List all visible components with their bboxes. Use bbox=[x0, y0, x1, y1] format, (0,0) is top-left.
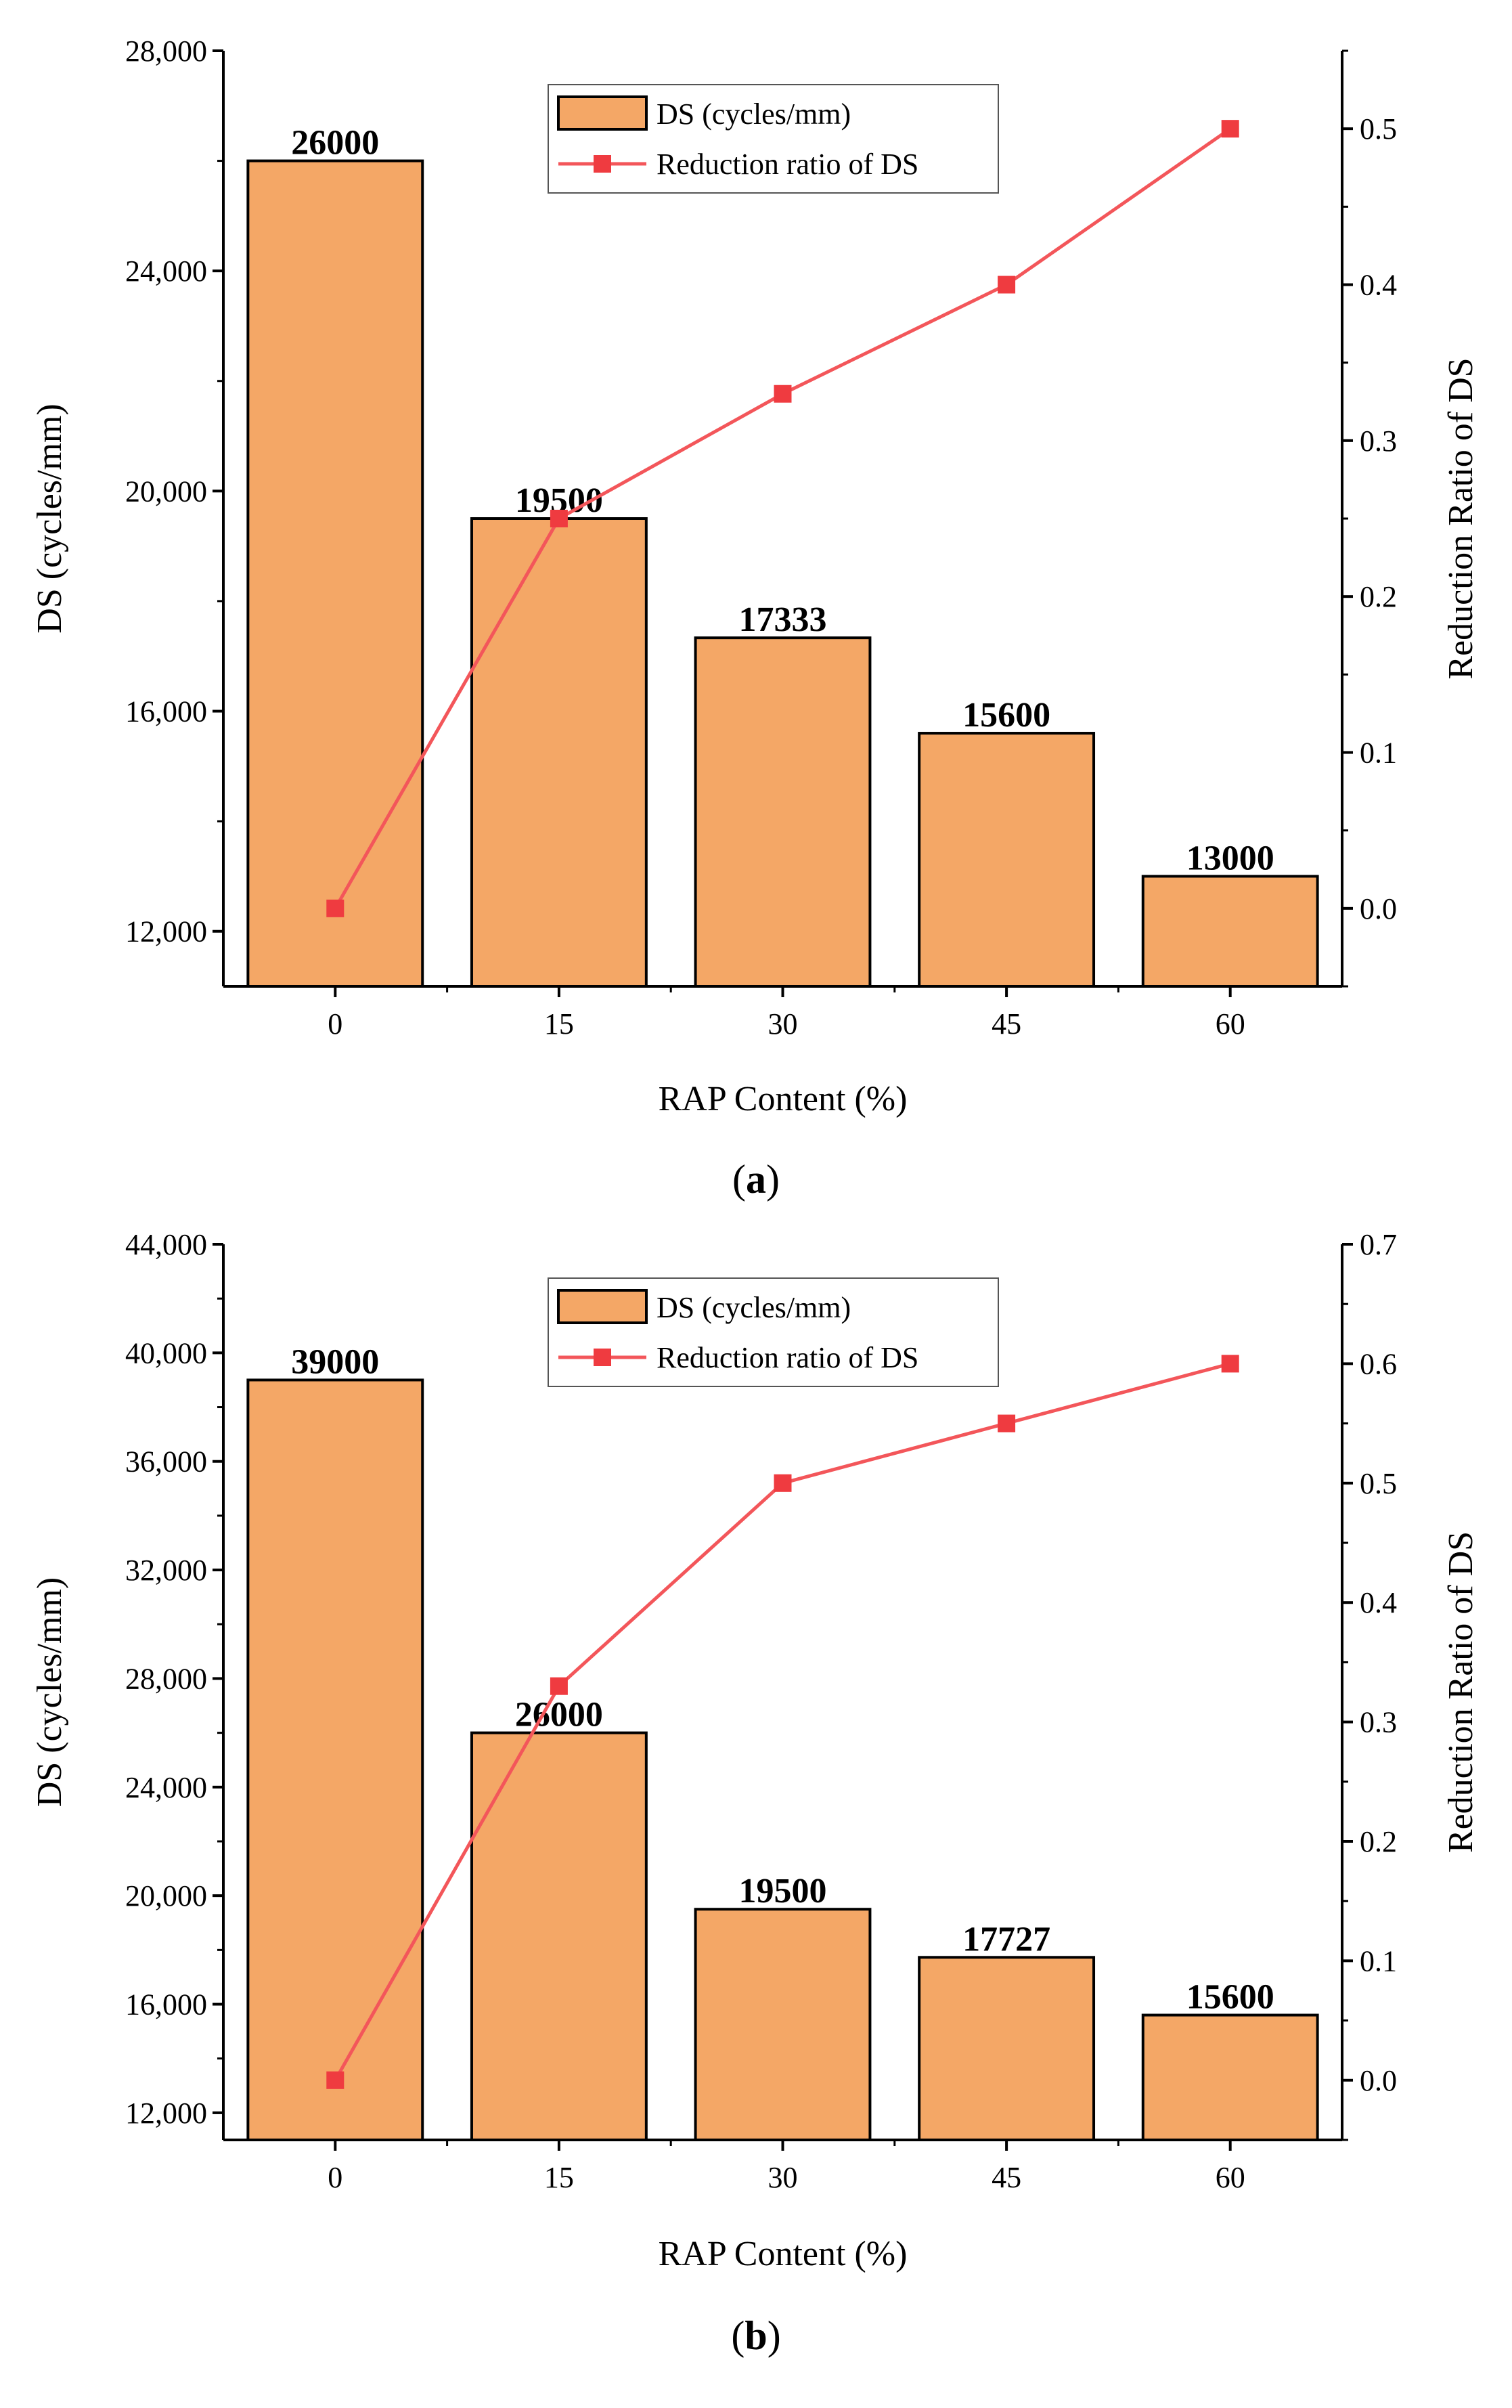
bar-60 bbox=[1141, 2013, 1319, 2141]
legend-bar-label: DS (cycles/mm) bbox=[657, 1291, 851, 1324]
legend-bar-swatch bbox=[557, 95, 648, 131]
y-tick-label: 24,000 bbox=[125, 255, 207, 288]
reduction-ratio-point-30 bbox=[774, 1474, 792, 1492]
bar-30 bbox=[694, 1908, 872, 2142]
panel-caption: (b) bbox=[731, 2313, 780, 2358]
y-tick-label: 36,000 bbox=[125, 1445, 207, 1479]
y-tick-label: 12,000 bbox=[125, 2097, 207, 2130]
y-tick-label: 44,000 bbox=[125, 1228, 207, 1261]
x-tick-label: 60 bbox=[1216, 2161, 1245, 2194]
y-tick-label: 20,000 bbox=[125, 1879, 207, 1912]
y-tick-label: 24,000 bbox=[125, 1771, 207, 1804]
y2-tick-label: 0.4 bbox=[1360, 1586, 1397, 1619]
legend-bar-label: DS (cycles/mm) bbox=[657, 97, 851, 131]
data-label-0: 26000 bbox=[291, 124, 379, 162]
bar-30 bbox=[694, 636, 872, 988]
bar-45 bbox=[918, 732, 1096, 988]
y-tick-label: 20,000 bbox=[125, 475, 207, 508]
x-tick-label: 45 bbox=[992, 2161, 1021, 2194]
panel-caption: (a) bbox=[732, 1157, 780, 1202]
x-tick-label: 30 bbox=[768, 2161, 798, 2194]
data-label-30: 19500 bbox=[739, 1872, 827, 1910]
bar-15 bbox=[470, 1731, 648, 2142]
reduction-ratio-point-60 bbox=[1221, 120, 1239, 138]
y2-axis-title: Reduction Ratio of DS bbox=[1442, 357, 1480, 679]
data-label-0: 39000 bbox=[291, 1342, 379, 1381]
legend-line-label: Reduction ratio of DS bbox=[657, 1341, 918, 1374]
chart-panel-a: 260001950017333156001300012,00016,00020,… bbox=[30, 35, 1480, 1202]
reduction-ratio-point-0 bbox=[326, 899, 344, 917]
x-tick-label: 0 bbox=[328, 1007, 342, 1041]
reduction-ratio-point-45 bbox=[998, 1414, 1016, 1432]
data-label-45: 15600 bbox=[962, 696, 1050, 735]
y-axis-title: DS (cycles/mm) bbox=[30, 1577, 69, 1807]
y-tick-label: 16,000 bbox=[125, 695, 207, 728]
reduction-ratio-point-15 bbox=[550, 1677, 568, 1695]
data-label-45: 17727 bbox=[962, 1920, 1050, 1958]
reduction-ratio-point-15 bbox=[550, 510, 568, 527]
reduction-ratio-point-0 bbox=[326, 2071, 344, 2089]
y-tick-label: 28,000 bbox=[125, 1662, 207, 1695]
x-tick-label: 45 bbox=[992, 1007, 1021, 1041]
y-tick-label: 28,000 bbox=[125, 35, 207, 68]
x-tick-label: 15 bbox=[544, 1007, 574, 1041]
legend-marker-swatch bbox=[594, 155, 611, 173]
reduction-ratio-point-60 bbox=[1221, 1355, 1239, 1373]
bar-0 bbox=[246, 1378, 424, 2141]
legend-marker-swatch bbox=[594, 1349, 611, 1366]
chart-panel-b: 390002600019500177271560012,00016,00020,… bbox=[30, 1228, 1480, 2358]
y2-tick-label: 0.0 bbox=[1360, 2064, 1397, 2097]
bar-15 bbox=[470, 517, 648, 988]
y2-tick-label: 0.4 bbox=[1360, 269, 1397, 302]
x-axis-title: RAP Content (%) bbox=[659, 2235, 908, 2273]
y2-tick-label: 0.0 bbox=[1360, 892, 1397, 925]
y-axis-title: DS (cycles/mm) bbox=[30, 403, 69, 633]
reduction-ratio-point-45 bbox=[998, 276, 1016, 294]
reduction-ratio-point-30 bbox=[774, 385, 792, 403]
y2-tick-label: 0.1 bbox=[1360, 1944, 1397, 1977]
y2-tick-label: 0.5 bbox=[1360, 112, 1397, 146]
data-label-60: 13000 bbox=[1186, 839, 1274, 877]
y2-tick-label: 0.7 bbox=[1360, 1228, 1397, 1261]
data-label-60: 15600 bbox=[1186, 1978, 1274, 2017]
x-tick-label: 15 bbox=[544, 2161, 574, 2194]
legend-line-label: Reduction ratio of DS bbox=[657, 148, 918, 181]
bar-0 bbox=[246, 159, 424, 988]
y-tick-label: 16,000 bbox=[125, 1988, 207, 2021]
y2-tick-label: 0.1 bbox=[1360, 737, 1397, 770]
x-tick-label: 0 bbox=[328, 2161, 342, 2194]
y2-tick-label: 0.6 bbox=[1360, 1347, 1397, 1380]
bar-60 bbox=[1141, 875, 1319, 988]
y2-tick-label: 0.5 bbox=[1360, 1467, 1397, 1500]
y2-tick-label: 0.2 bbox=[1360, 1825, 1397, 1858]
y-tick-label: 40,000 bbox=[125, 1336, 207, 1370]
y-tick-label: 12,000 bbox=[125, 915, 207, 948]
bar-45 bbox=[918, 1956, 1096, 2141]
x-axis-title: RAP Content (%) bbox=[659, 1080, 908, 1118]
y-tick-label: 32,000 bbox=[125, 1554, 207, 1587]
x-tick-label: 30 bbox=[768, 1007, 798, 1041]
x-tick-label: 60 bbox=[1216, 1007, 1245, 1041]
y2-tick-label: 0.2 bbox=[1360, 580, 1397, 613]
y2-tick-label: 0.3 bbox=[1360, 424, 1397, 458]
y2-tick-label: 0.3 bbox=[1360, 1706, 1397, 1739]
data-label-15: 26000 bbox=[515, 1696, 603, 1734]
data-label-30: 17333 bbox=[739, 600, 827, 639]
legend-bar-swatch bbox=[557, 1289, 648, 1324]
y2-axis-title: Reduction Ratio of DS bbox=[1442, 1531, 1480, 1853]
